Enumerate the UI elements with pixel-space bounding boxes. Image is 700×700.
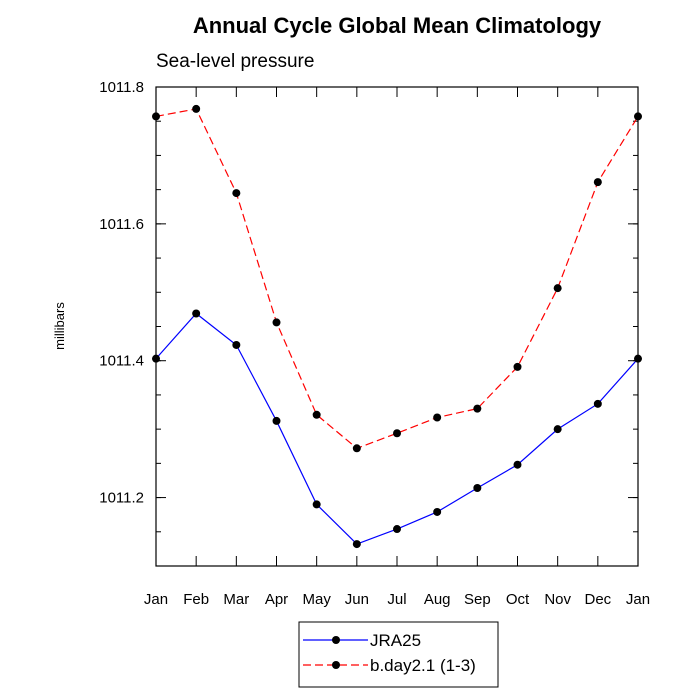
data-point [312,500,321,509]
data-point [513,362,522,371]
tick-labels: Jan Feb Mar Apr May Jun Jul Aug Sep Oct Nov Dec Jan 1… [99,79,650,608]
x-tick-label: Dec [584,591,611,608]
chart-subtitle: Sea-level pressure [156,51,314,72]
y-tick-label: 1011.4 [99,353,144,370]
legend-label-0: JRA25 [370,631,421,650]
data-point [593,399,602,408]
x-tick-label: Oct [506,591,530,608]
data-point [513,460,522,469]
y-axis-label: millibars [52,302,67,350]
data-point [553,425,562,434]
data-point [272,416,281,425]
series-line-0 [155,312,639,545]
data-point [393,525,401,534]
x-tick-label: Mar [223,591,249,608]
x-tick-label: Jan [626,591,650,608]
data-point [352,444,361,453]
x-tick-label: Nov [544,591,571,608]
data-point [433,507,442,516]
data-point [312,410,321,419]
data-point [393,429,401,438]
x-tick-label: Aug [424,591,451,608]
x-tick-label: Sep [464,591,491,608]
y-tick-label: 1011.8 [99,79,144,96]
data-point [593,178,602,187]
y-tick-label: 1011.6 [99,216,144,233]
data-point [553,284,562,293]
x-tick-label: Jul [387,591,406,608]
data-point [192,309,201,318]
series-line-1 [155,108,639,449]
y-tick-label: 1011.2 [99,490,144,507]
data-point [352,540,361,549]
data-point [232,189,241,198]
x-tick-label: Jan [144,591,168,608]
legend-marker-1 [332,661,340,669]
x-tick-label: Feb [183,591,209,608]
legend: JRA25 b.day2.1 (1-3) [298,621,499,688]
chart-title: Annual Cycle Global Mean Climatology [193,13,602,38]
data-point [272,318,281,327]
axis-ticks [155,86,639,567]
legend-label-1: b.day2.1 (1-3) [370,656,476,675]
series-layer [152,104,642,549]
x-tick-label: Apr [265,591,288,608]
data-point [192,104,201,113]
data-point [433,413,442,422]
data-point [473,483,482,492]
data-point [473,404,482,413]
legend-marker-0 [332,636,340,644]
x-tick-label: Jun [345,591,369,608]
plot-frame [155,86,639,567]
x-tick-label: May [302,591,331,608]
legend-box [298,621,499,688]
data-point [232,340,241,349]
